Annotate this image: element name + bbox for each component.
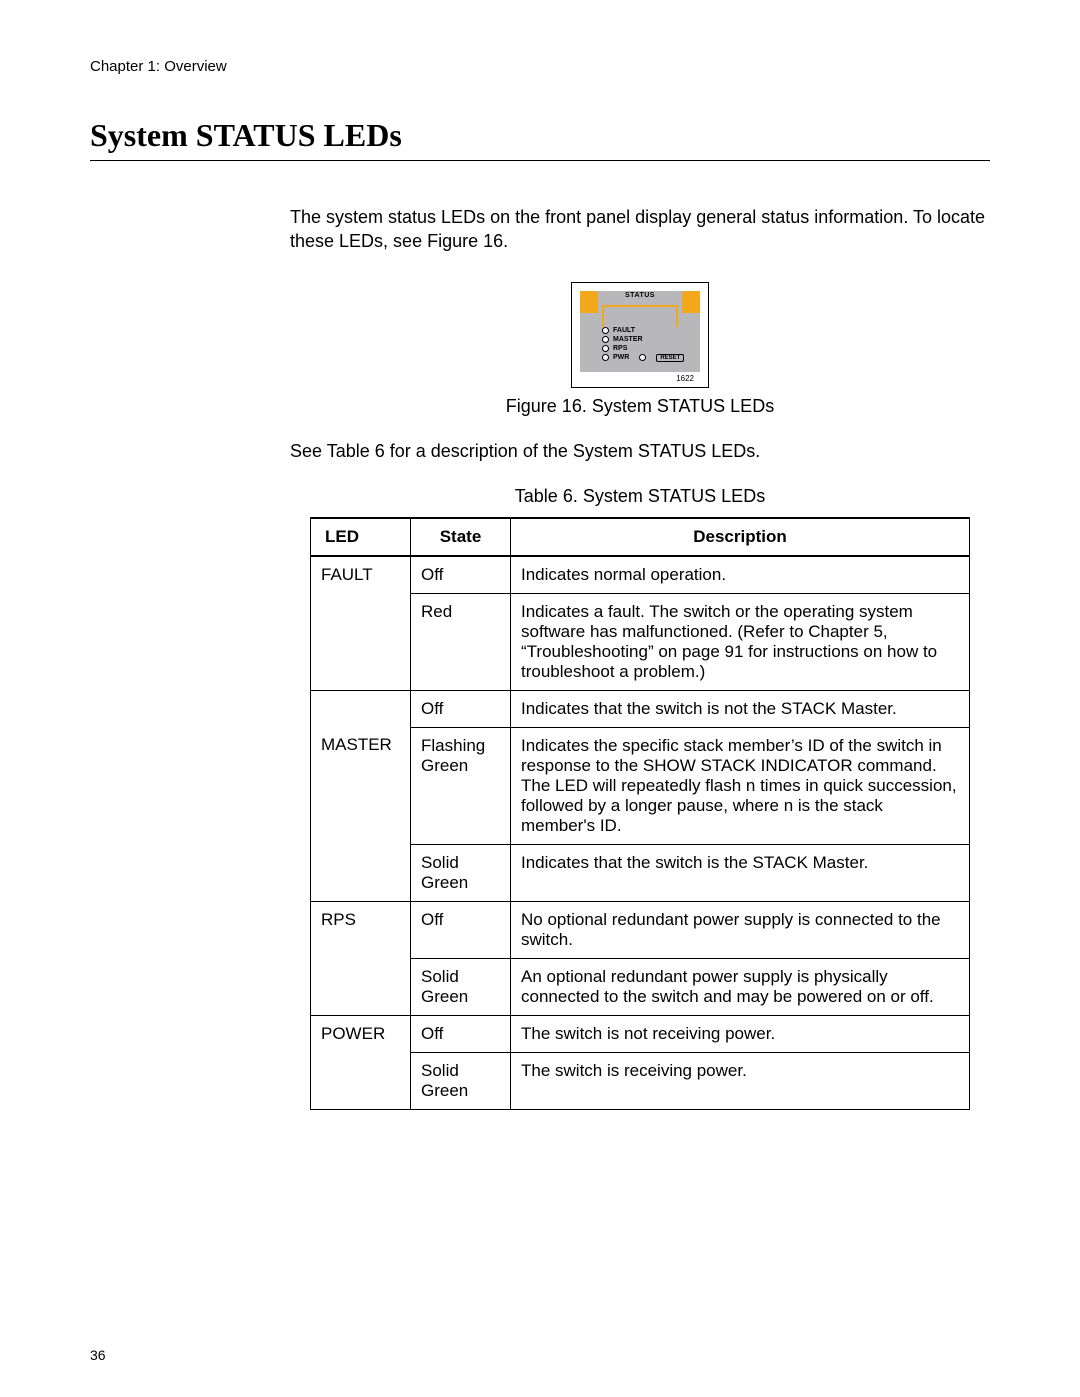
led-panel-figure: STATUS FAULT MASTER — [571, 282, 709, 388]
cell-desc: Indicates that the switch is not the STA… — [511, 690, 970, 727]
led-row-rps: RPS — [602, 345, 690, 352]
panel-bracket — [602, 305, 678, 327]
led-dot-icon — [602, 354, 609, 361]
led-dot-icon — [602, 327, 609, 334]
cell-desc: Indicates a fault. The switch or the ope… — [511, 593, 970, 690]
led-label: PWR — [613, 354, 629, 361]
cell-state: Solid Green — [411, 844, 511, 901]
cell-led: MASTER — [311, 727, 411, 844]
cell-desc: Indicates the specific stack member’s ID… — [511, 727, 970, 844]
led-dot-icon — [602, 345, 609, 352]
led-label: FAULT — [613, 327, 635, 334]
cell-state: Off — [411, 556, 511, 594]
cell-desc: Indicates that the switch is the STACK M… — [511, 844, 970, 901]
figure-caption: Figure 16. System STATUS LEDs — [290, 396, 990, 417]
th-led: LED — [311, 518, 411, 556]
table-row: FAULT Off Indicates normal operation. — [311, 556, 970, 594]
cell-led-empty — [311, 690, 411, 727]
cell-desc: Indicates normal operation. — [511, 556, 970, 594]
led-row-pwr: PWR RESET — [602, 354, 690, 362]
led-label: MASTER — [613, 336, 643, 343]
figure-number: 1622 — [580, 372, 700, 383]
led-dot-icon — [639, 354, 646, 361]
led-row-fault: FAULT — [602, 327, 690, 334]
table-header-row: LED State Description — [311, 518, 970, 556]
figure-16: STATUS FAULT MASTER — [290, 282, 990, 417]
led-dot-icon — [602, 336, 609, 343]
table-row: MASTER Flashing Green Indicates the spec… — [311, 727, 970, 844]
cell-state: Off — [411, 1015, 511, 1052]
chapter-header: Chapter 1: Overview — [90, 58, 990, 75]
cell-desc: No optional redundant power supply is co… — [511, 901, 970, 958]
cell-state: Red — [411, 593, 511, 690]
table-row: Off Indicates that the switch is not the… — [311, 690, 970, 727]
cell-state: Off — [411, 901, 511, 958]
cell-desc: An optional redundant power supply is ph… — [511, 958, 970, 1015]
table-row: Solid Green Indicates that the switch is… — [311, 844, 970, 901]
led-row-master: MASTER — [602, 336, 690, 343]
cell-desc: The switch is receiving power. — [511, 1052, 970, 1109]
cell-desc: The switch is not receiving power. — [511, 1015, 970, 1052]
intro-paragraph: The system status LEDs on the front pane… — [290, 205, 990, 254]
section-title: System STATUS LEDs — [90, 117, 990, 161]
page-number: 36 — [90, 1347, 106, 1363]
panel-status-label: STATUS — [580, 292, 700, 299]
reset-label: RESET — [656, 354, 684, 362]
table-row: POWER Off The switch is not receiving po… — [311, 1015, 970, 1052]
cell-state: Flashing Green — [411, 727, 511, 844]
th-desc: Description — [511, 518, 970, 556]
led-label: RPS — [613, 345, 627, 352]
cell-led: POWER — [311, 1015, 411, 1109]
table-caption: Table 6. System STATUS LEDs — [290, 486, 990, 507]
cell-led-empty — [311, 844, 411, 901]
cell-state: Off — [411, 690, 511, 727]
cell-led: RPS — [311, 901, 411, 1015]
status-led-table: LED State Description FAULT Off Indicate… — [310, 517, 970, 1110]
table-row: RPS Off No optional redundant power supp… — [311, 901, 970, 958]
cell-state: Solid Green — [411, 958, 511, 1015]
cell-led: FAULT — [311, 556, 411, 691]
th-state: State — [411, 518, 511, 556]
see-table-text: See Table 6 for a description of the Sys… — [290, 441, 990, 462]
cell-state: Solid Green — [411, 1052, 511, 1109]
